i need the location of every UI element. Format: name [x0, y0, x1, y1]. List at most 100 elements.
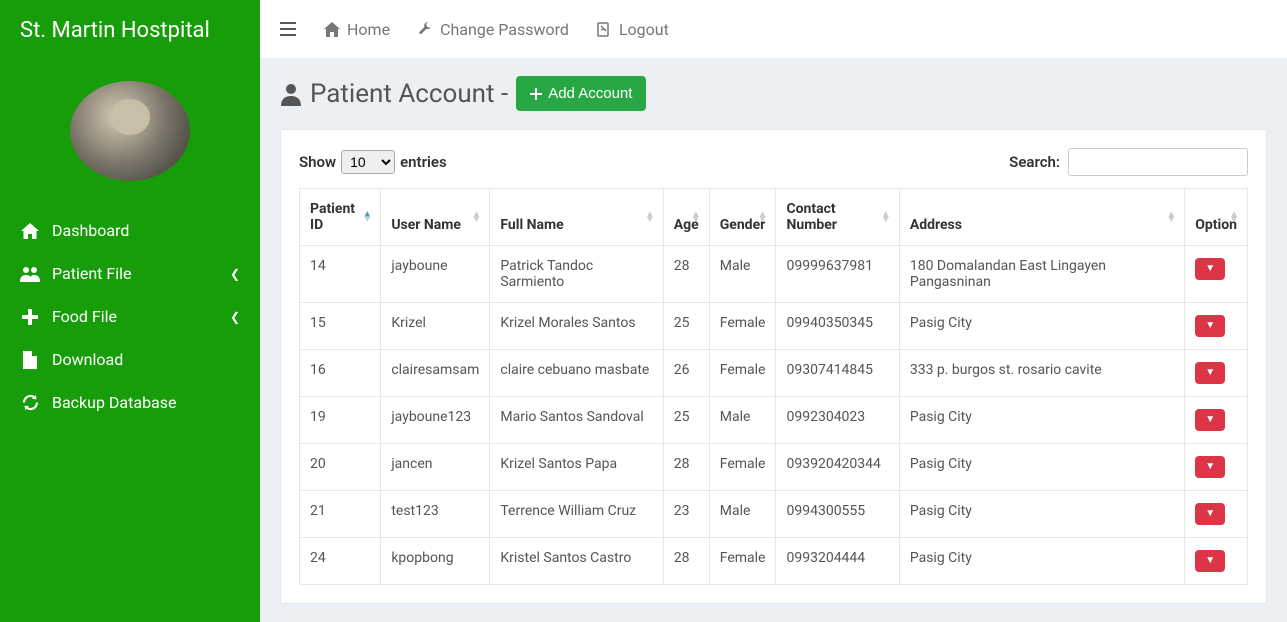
sort-icon: ▲▼	[471, 212, 481, 222]
cell: 14	[300, 246, 381, 303]
cell-option: ▼	[1185, 246, 1248, 303]
cell: 0993204444	[776, 538, 899, 585]
cell: Mario Santos Sandoval	[490, 397, 663, 444]
cell: Pasig City	[899, 538, 1184, 585]
change-password-label: Change Password	[440, 20, 569, 39]
table-row: 15KrizelKrizel Morales Santos25Female099…	[300, 303, 1248, 350]
home-link[interactable]: Home	[324, 20, 390, 39]
plus-icon	[530, 88, 542, 100]
home-icon	[324, 22, 340, 37]
sidebar-item-label: Food File	[52, 307, 117, 326]
cell: Patrick Tandoc Sarmiento	[490, 246, 663, 303]
nav-list: DashboardPatient File❮Food File❮Download…	[0, 209, 260, 424]
topbar: Home Change Password Logout	[260, 0, 1287, 58]
cell: Female	[709, 350, 776, 397]
search-input[interactable]	[1068, 148, 1248, 176]
sidebar-item-patient-file[interactable]: Patient File❮	[0, 252, 260, 295]
cell: 09307414845	[776, 350, 899, 397]
caret-down-icon: ▼	[1205, 461, 1215, 472]
sidebar-item-download[interactable]: Download	[0, 338, 260, 381]
table-body: 14jaybounePatrick Tandoc Sarmiento28Male…	[300, 246, 1248, 585]
page-header: Patient Account - Add Account	[280, 76, 1267, 111]
cell: 0992304023	[776, 397, 899, 444]
cell: 333 p. burgos st. rosario cavite	[899, 350, 1184, 397]
length-control: Show 102550100 entries	[299, 150, 447, 174]
cell: kpopbong	[381, 538, 490, 585]
cell: Male	[709, 246, 776, 303]
col-user-name[interactable]: User Name▲▼	[381, 189, 490, 246]
col-option[interactable]: Option▲▼	[1185, 189, 1248, 246]
search-label: Search:	[1009, 153, 1060, 171]
chevron-left-icon: ❮	[230, 267, 240, 281]
sort-icon: ▲▼	[1166, 212, 1176, 222]
avatar-wrap	[0, 61, 260, 209]
cell: Terrence William Cruz	[490, 491, 663, 538]
cell: 19	[300, 397, 381, 444]
row-action-button[interactable]: ▼	[1195, 409, 1225, 431]
cell: jancen	[381, 444, 490, 491]
sort-icon: ▲▼	[881, 212, 891, 222]
users-icon	[20, 266, 40, 282]
cell-option: ▼	[1185, 350, 1248, 397]
row-action-button[interactable]: ▼	[1195, 456, 1225, 478]
sidebar-item-backup-database[interactable]: Backup Database	[0, 381, 260, 424]
cell: 28	[663, 538, 709, 585]
sidebar-item-dashboard[interactable]: Dashboard	[0, 209, 260, 252]
cell-option: ▼	[1185, 491, 1248, 538]
caret-down-icon: ▼	[1205, 320, 1215, 331]
cell-option: ▼	[1185, 397, 1248, 444]
caret-down-icon: ▼	[1205, 555, 1215, 566]
row-action-button[interactable]: ▼	[1195, 550, 1225, 572]
table-header-row: Patient ID▲▼User Name▲▼Full Name▲▼Age▲▼G…	[300, 189, 1248, 246]
cell: jayboune123	[381, 397, 490, 444]
col-address[interactable]: Address▲▼	[899, 189, 1184, 246]
cell: 23	[663, 491, 709, 538]
row-action-button[interactable]: ▼	[1195, 258, 1225, 280]
cell: 26	[663, 350, 709, 397]
table-row: 21test123Terrence William Cruz23Male0994…	[300, 491, 1248, 538]
hamburger-icon[interactable]	[280, 22, 296, 36]
sort-icon: ▲▼	[758, 212, 768, 222]
cell: Krizel Santos Papa	[490, 444, 663, 491]
table-row: 20jancenKrizel Santos Papa28Female093920…	[300, 444, 1248, 491]
col-full-name[interactable]: Full Name▲▼	[490, 189, 663, 246]
sidebar: St. Martin Hostpital DashboardPatient Fi…	[0, 0, 260, 622]
sort-icon: ▲▼	[691, 212, 701, 222]
show-label: Show	[299, 153, 336, 171]
logout-label: Logout	[619, 20, 669, 39]
search-control: Search:	[1009, 148, 1248, 176]
avatar	[70, 81, 190, 181]
brand-title: St. Martin Hostpital	[0, 0, 260, 61]
cell: Male	[709, 491, 776, 538]
sidebar-item-food-file[interactable]: Food File❮	[0, 295, 260, 338]
cell: Pasig City	[899, 303, 1184, 350]
page-title: Patient Account -	[310, 79, 508, 109]
col-age[interactable]: Age▲▼	[663, 189, 709, 246]
sort-icon: ▲▼	[1229, 212, 1239, 222]
caret-down-icon: ▼	[1205, 508, 1215, 519]
col-patient-id[interactable]: Patient ID▲▼	[300, 189, 381, 246]
length-select[interactable]: 102550100	[341, 150, 395, 174]
add-account-button[interactable]: Add Account	[516, 76, 646, 111]
cell: Female	[709, 444, 776, 491]
cell: Krizel	[381, 303, 490, 350]
home-icon	[20, 223, 40, 239]
patient-table: Patient ID▲▼User Name▲▼Full Name▲▼Age▲▼G…	[299, 188, 1248, 585]
change-password-link[interactable]: Change Password	[418, 20, 569, 39]
cell: 180 Domalandan East Lingayen Pangasninan	[899, 246, 1184, 303]
caret-down-icon: ▼	[1205, 414, 1215, 425]
caret-down-icon: ▼	[1205, 263, 1215, 274]
cell: 25	[663, 303, 709, 350]
logout-link[interactable]: Logout	[597, 20, 669, 39]
col-contact-number[interactable]: Contact Number▲▼	[776, 189, 899, 246]
row-action-button[interactable]: ▼	[1195, 503, 1225, 525]
row-action-button[interactable]: ▼	[1195, 362, 1225, 384]
cell-option: ▼	[1185, 538, 1248, 585]
col-gender[interactable]: Gender▲▼	[709, 189, 776, 246]
cell: test123	[381, 491, 490, 538]
add-account-label: Add Account	[548, 85, 632, 102]
cell: 15	[300, 303, 381, 350]
row-action-button[interactable]: ▼	[1195, 315, 1225, 337]
sort-icon: ▲▼	[645, 212, 655, 222]
cell: Pasig City	[899, 397, 1184, 444]
